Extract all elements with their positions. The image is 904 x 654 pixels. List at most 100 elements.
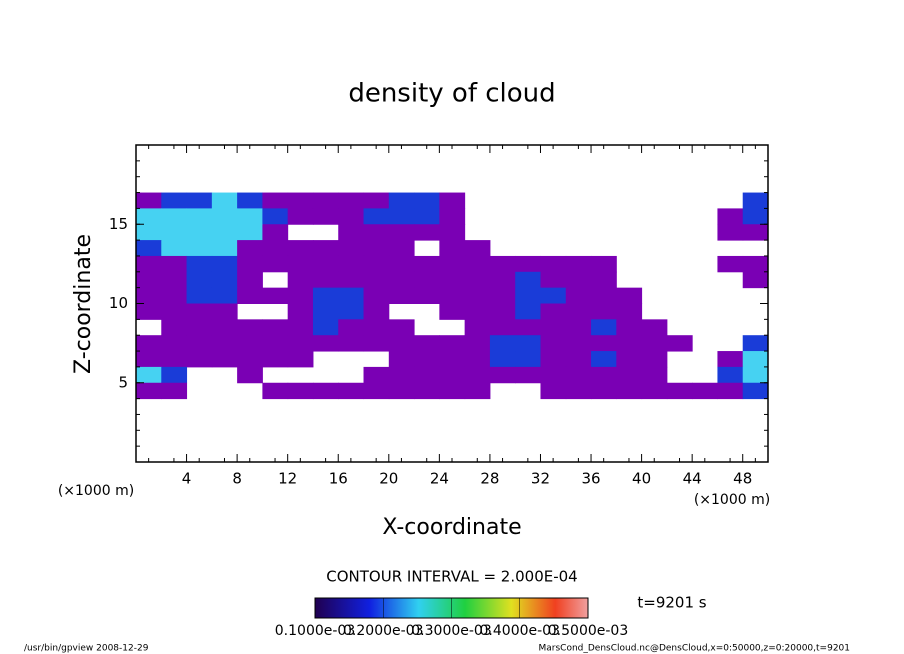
cell bbox=[136, 303, 162, 320]
cell bbox=[641, 351, 668, 368]
cell bbox=[338, 319, 365, 336]
cell bbox=[616, 287, 643, 304]
cell bbox=[136, 208, 162, 225]
cell bbox=[414, 351, 440, 368]
cell bbox=[540, 255, 567, 273]
colorbar-tick-label: 0.5000e-03 bbox=[548, 623, 628, 639]
cell bbox=[363, 319, 390, 336]
cell bbox=[464, 382, 491, 400]
cell bbox=[464, 303, 491, 320]
cell bbox=[616, 351, 643, 368]
cell bbox=[616, 335, 643, 352]
cell bbox=[591, 303, 617, 320]
cell bbox=[161, 271, 188, 289]
cell bbox=[136, 224, 162, 241]
cell bbox=[136, 255, 162, 273]
cell bbox=[565, 303, 592, 320]
cell bbox=[717, 366, 744, 384]
cell bbox=[287, 192, 314, 209]
cell bbox=[363, 335, 390, 352]
cell bbox=[540, 271, 567, 289]
cell bbox=[464, 351, 491, 368]
cell bbox=[489, 303, 516, 320]
chart-title: density of cloud bbox=[348, 79, 555, 109]
cell bbox=[186, 335, 213, 352]
cell bbox=[237, 319, 263, 336]
cell bbox=[414, 255, 440, 273]
cell bbox=[338, 240, 365, 257]
cell bbox=[186, 224, 213, 241]
cell bbox=[287, 303, 314, 320]
cell bbox=[489, 366, 516, 384]
cell bbox=[186, 303, 213, 320]
cell bbox=[186, 319, 213, 336]
cell bbox=[211, 255, 238, 273]
cell bbox=[136, 366, 162, 384]
x-tick-label: 20 bbox=[379, 470, 398, 488]
cell bbox=[338, 303, 365, 320]
cell bbox=[388, 208, 415, 225]
cell bbox=[540, 366, 567, 384]
cell bbox=[211, 192, 238, 209]
cell bbox=[666, 335, 693, 352]
cell bbox=[237, 240, 263, 257]
cell bbox=[211, 303, 238, 320]
cell bbox=[439, 382, 466, 400]
cell bbox=[464, 240, 491, 257]
cell bbox=[262, 240, 289, 257]
cell bbox=[742, 192, 769, 209]
cell bbox=[742, 351, 769, 368]
cell bbox=[717, 255, 744, 273]
cell bbox=[540, 319, 567, 336]
cell bbox=[692, 382, 718, 400]
cell bbox=[616, 366, 643, 384]
cell bbox=[439, 351, 466, 368]
y-tick-label: 15 bbox=[109, 215, 128, 233]
cell bbox=[414, 382, 440, 400]
cell bbox=[287, 287, 314, 304]
cell bbox=[591, 351, 617, 368]
cell bbox=[136, 240, 162, 257]
x-tick-label: 48 bbox=[733, 470, 752, 488]
cell bbox=[489, 271, 516, 289]
cell bbox=[717, 382, 744, 400]
cell bbox=[363, 287, 390, 304]
cell bbox=[211, 240, 238, 257]
cell bbox=[439, 366, 466, 384]
cell bbox=[414, 271, 440, 289]
cell bbox=[439, 192, 466, 209]
cell bbox=[742, 224, 769, 241]
cell bbox=[237, 224, 263, 241]
x-tick-label: 12 bbox=[278, 470, 297, 488]
cell bbox=[338, 192, 365, 209]
cell bbox=[237, 208, 263, 225]
cell bbox=[186, 287, 213, 304]
cell bbox=[742, 335, 769, 352]
cell bbox=[489, 255, 516, 273]
cell bbox=[136, 287, 162, 304]
cell bbox=[616, 303, 643, 320]
cell bbox=[262, 351, 289, 368]
cell bbox=[591, 287, 617, 304]
cell bbox=[161, 303, 188, 320]
cell bbox=[161, 224, 188, 241]
cell bbox=[464, 255, 491, 273]
y-axis-title: Z-coordinate bbox=[71, 234, 96, 374]
cell bbox=[565, 351, 592, 368]
cell bbox=[515, 319, 541, 336]
cell bbox=[717, 351, 744, 368]
footer-right: MarsCond_DensCloud.nc@DensCloud,x=0:5000… bbox=[539, 644, 851, 654]
cell bbox=[439, 255, 466, 273]
cell bbox=[742, 271, 769, 289]
cell bbox=[388, 382, 415, 400]
cell bbox=[414, 287, 440, 304]
x-tick-label: 44 bbox=[683, 470, 702, 488]
cell bbox=[161, 287, 188, 304]
cell bbox=[540, 287, 567, 304]
cell bbox=[616, 319, 643, 336]
cell bbox=[186, 240, 213, 257]
cell bbox=[414, 192, 440, 209]
cell bbox=[211, 224, 238, 241]
cell bbox=[439, 240, 466, 257]
cell bbox=[717, 208, 744, 225]
